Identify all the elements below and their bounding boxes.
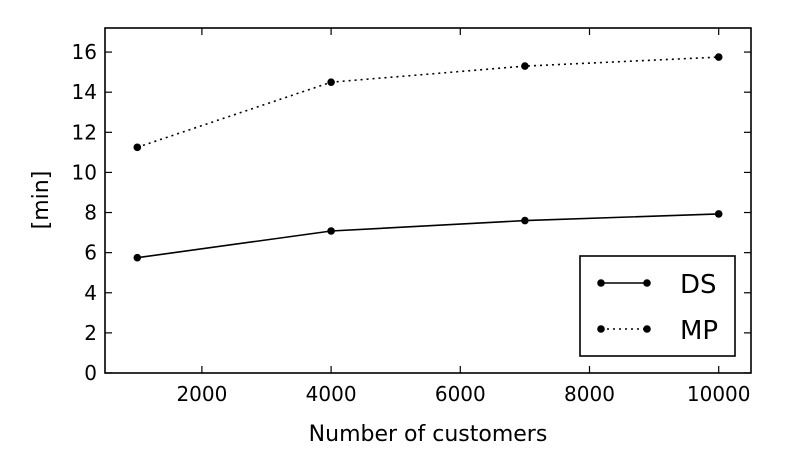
x-tick-label: 10000 <box>687 382 751 406</box>
y-tick-label: 8 <box>84 201 97 225</box>
y-axis-label: [min] <box>29 171 54 230</box>
y-tick-label: 10 <box>72 160 97 184</box>
legend-items: DS MP <box>597 270 718 346</box>
y-tick-label: 16 <box>72 40 97 64</box>
y-tick-labels: 0 2 4 6 8 10 12 14 16 <box>72 40 97 385</box>
data-point-mp <box>327 78 335 86</box>
legend-marker <box>597 325 605 333</box>
data-point-mp <box>133 143 142 152</box>
legend: DS MP <box>579 255 736 357</box>
x-tick-label: 8000 <box>564 382 615 406</box>
x-tick-label: 4000 <box>306 382 357 406</box>
legend-marker <box>597 279 605 287</box>
series-layer <box>133 53 723 262</box>
data-point-ds <box>521 216 529 225</box>
series-line-mp <box>137 56 719 149</box>
y-tick-label: 6 <box>84 241 97 265</box>
y-tick-label: 14 <box>72 80 97 104</box>
x-tick-labels: 2000 4000 6000 8000 10000 <box>176 382 750 406</box>
legend-frame <box>579 255 736 357</box>
data-point-mp <box>714 53 723 61</box>
data-point-ds <box>133 253 142 262</box>
legend-marker <box>643 279 651 287</box>
x-axis-label: Number of customers <box>309 422 548 447</box>
y-tick-label: 2 <box>84 321 97 345</box>
data-point-mp <box>521 62 529 70</box>
y-tick-label: 12 <box>72 120 97 144</box>
legend-marker <box>643 325 651 333</box>
data-point-ds <box>327 227 335 235</box>
legend-label-ds: DS <box>680 270 717 300</box>
y-tick-label: 0 <box>84 361 97 385</box>
x-tick-label: 6000 <box>435 382 486 406</box>
x-tick-label: 2000 <box>176 382 227 406</box>
plot-frame <box>104 27 752 374</box>
data-point-ds <box>714 210 723 218</box>
legend-label-mp: MP <box>680 316 718 346</box>
y-tick-label: 4 <box>84 281 97 305</box>
series-line-ds <box>137 213 719 259</box>
